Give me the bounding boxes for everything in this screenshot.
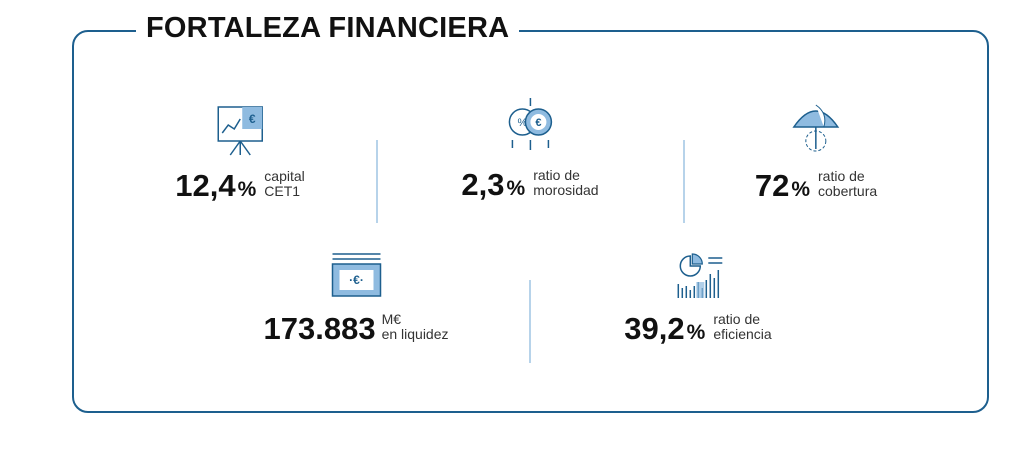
metric: ·€· 173.883 M€ en liquidez (264, 250, 449, 344)
metric-unit: % (237, 178, 257, 201)
efficiency-icon (677, 253, 722, 298)
metric-value: 12,4 (175, 168, 236, 203)
divider (376, 140, 378, 223)
metric-value: 2,3 (461, 167, 505, 202)
metric-label: ratio de (533, 167, 580, 183)
divider (529, 280, 531, 363)
metric-label: CET1 (264, 183, 301, 199)
board-icon: € (217, 106, 263, 156)
metric-value: 39,2 (624, 311, 685, 346)
metric-value: 72 (754, 168, 790, 203)
panel-frame (72, 30, 989, 413)
metric: 72 % ratio de cobertura (755, 101, 877, 201)
coins-icon: % € (508, 98, 552, 150)
metric-label: capital (264, 168, 305, 184)
divider (683, 140, 685, 223)
metric-label: eficiencia (713, 326, 772, 342)
svg-text:€: € (535, 117, 541, 129)
metric-unit: % (791, 178, 811, 201)
umbrella-icon (792, 104, 840, 152)
metric-label: ratio de (818, 168, 865, 184)
metric-unit: % (686, 321, 706, 344)
metric-label: en liquidez (381, 326, 449, 342)
svg-text:€: € (249, 112, 256, 126)
svg-text:%: % (517, 117, 527, 129)
metric-label: ratio de (713, 311, 761, 327)
metric: € 12,4 % capital CET1 (175, 103, 305, 201)
banknote-icon: ·€· (331, 253, 381, 297)
title: FORTALEZA FINANCIERA (136, 12, 520, 45)
metric: 39,2 % ratio de eficiencia (624, 252, 772, 346)
metric-label: morosidad (533, 182, 599, 198)
metric-unit: % (506, 177, 526, 200)
metric: % € 2,3 % ratio de morosidad (461, 96, 599, 202)
metric-value: 173.883 (263, 311, 376, 346)
metric-label: cobertura (818, 183, 878, 199)
metric-unit: M€ (381, 311, 402, 327)
svg-text:·€·: ·€· (349, 273, 364, 287)
